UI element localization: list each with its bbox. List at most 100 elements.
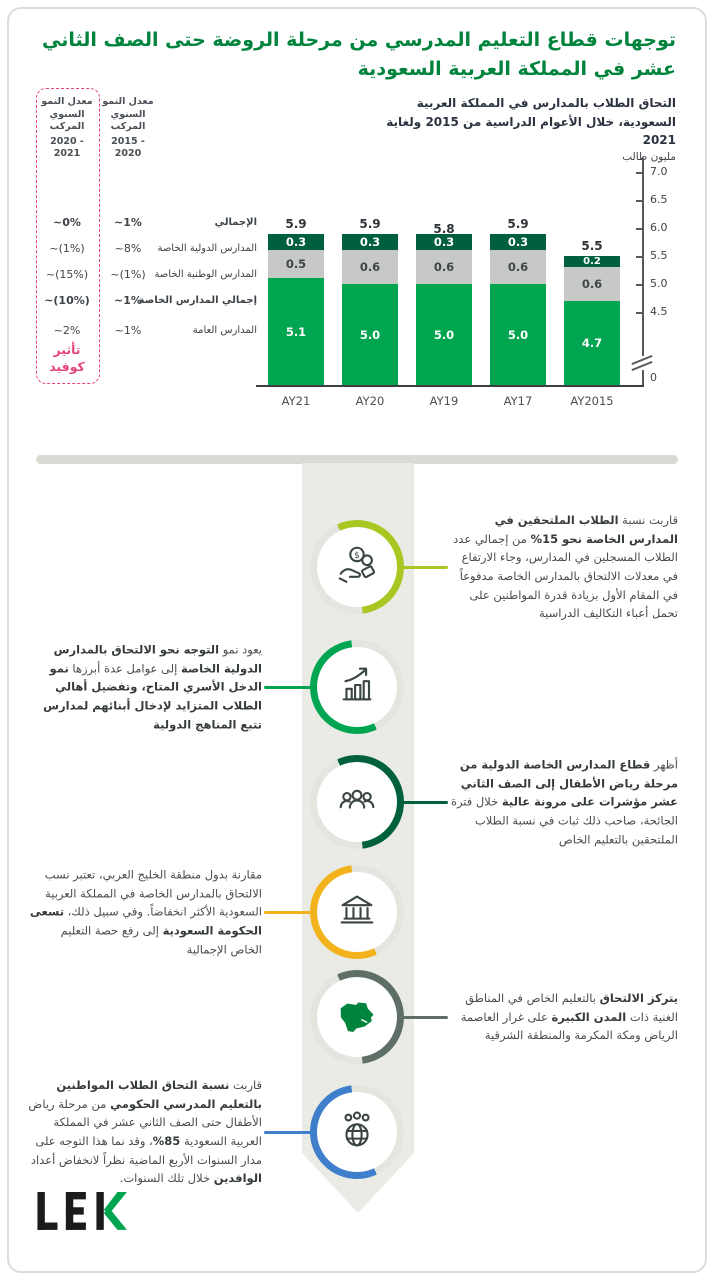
timeline-circle-inner — [317, 872, 397, 952]
bar-segment: 0.5 — [268, 250, 324, 279]
segment-value-label: 0.6 — [581, 276, 603, 291]
bar-total-label: 5.5 — [581, 239, 603, 253]
insight-text-segment: يتركز الالتحاق — [599, 991, 678, 1006]
timeline-circle-inner — [317, 1092, 397, 1172]
bar-segment: 0.6 — [490, 250, 546, 284]
cagr-value-2020-2021: ~0% — [53, 216, 81, 229]
x-axis-category-label: AY21 — [281, 394, 311, 408]
insight-text-segment: يعود نمو — [219, 642, 262, 657]
insight-text-segment: إلى عوامل عدة أبرزها — [68, 661, 181, 676]
cagr-header-period: 2015 - 2020 — [111, 135, 145, 160]
insight-text-segment: بالتعليم الخاص في المناطق الغنية ذات — [465, 991, 678, 1024]
bar-total-label: 5.9 — [359, 216, 381, 231]
bar-segment: 0.3 — [342, 233, 398, 251]
bar-segment: 5.0 — [416, 284, 472, 385]
x-axis-category-label: AY2015 — [570, 394, 614, 408]
timeline-connector — [402, 566, 448, 569]
cagr-value-2020-2021: ~(1%) — [49, 242, 85, 255]
timeline-circle-inner: $ — [317, 527, 397, 607]
segment-value-label: 0.3 — [359, 234, 381, 249]
insight-text-segment: إلى رفع حصة التعليم الخاص الإجمالية — [60, 923, 262, 956]
y-axis-tick-label: 5.5 — [650, 249, 668, 262]
coins-hand-icon: $ — [334, 542, 380, 592]
bar-segment: 0.6 — [564, 267, 620, 301]
y-axis-tick-label: 7.0 — [650, 165, 668, 178]
insight-text-segment: خلال فترة الجائحة، صاحب ذلك ثبات في نسبة… — [450, 794, 678, 846]
y-axis-tick-label: 5.0 — [650, 277, 668, 290]
timeline-circle — [310, 755, 404, 849]
y-axis-tick-label: 4.5 — [650, 305, 668, 318]
segment-value-label: 5.0 — [359, 327, 381, 342]
insight-text-segment: المدن الكبيرة — [551, 1009, 627, 1024]
y-axis-tick-label: 6.0 — [650, 221, 668, 234]
section-divider-bar — [36, 455, 678, 464]
bar-total-label: 5.9 — [285, 216, 307, 231]
segment-value-label: 0.3 — [433, 234, 455, 249]
page-title: توجهات قطاع التعليم المدرسي من مرحلة الر… — [42, 29, 676, 80]
insight-text-segment: ، وقد نما هذا التوجه على مدار السنوات ال… — [30, 1134, 262, 1167]
insight-text-segment: من إجمالي عدد الطلاب المسجلين في المدارس… — [453, 531, 678, 621]
timeline-circle: $ — [310, 520, 404, 614]
bar-total-label: 5.8 — [433, 222, 455, 237]
globe-community-icon — [334, 1107, 380, 1157]
insight-text-segment: الطلاب الملتحقين في المدارس الخاصة نحو 1… — [494, 513, 678, 546]
timeline-insight-text: يعود نمو التوجه نحو الالتحاق بالمدارس ال… — [26, 640, 262, 733]
insight-text-segment: قاربت نسبة — [618, 513, 678, 528]
insight-text-segment: نسبة التحاق الطلاب المواطنين بالتعليم ال… — [56, 1078, 262, 1111]
cagr-column-header-2015-2020: معدل النمو السنوي المركب 2015 - 2020 — [101, 96, 155, 161]
y-axis-tick-label: 6.5 — [650, 193, 668, 206]
timeline-connector — [264, 1131, 312, 1134]
cagr-header-title: معدل النمو السنوي المركب — [41, 96, 93, 133]
segment-value-label: 0.2 — [583, 256, 601, 268]
timeline-circle — [310, 865, 404, 959]
timeline-insight-text: قاربت نسبة التحاق الطلاب المواطنين بالتع… — [26, 1076, 262, 1188]
timeline-circle — [310, 970, 404, 1064]
y-axis-tick — [636, 200, 642, 202]
cagr-value-2020-2021: ~(15%) — [45, 268, 89, 281]
insight-text-segment: قاربت — [229, 1078, 262, 1093]
y-axis — [642, 158, 644, 386]
timeline-insight-text: يتركز الالتحاق بالتعليم الخاص في المناطق… — [450, 989, 678, 1045]
x-axis-category-label: AY20 — [355, 394, 385, 408]
cagr-row-label: المدارس الوطنية الخاصة — [154, 269, 257, 280]
bar-segment: 5.1 — [268, 278, 324, 385]
y-axis-tick — [636, 172, 642, 174]
cagr-row-label: إجمالي المدارس الخاصة — [138, 295, 257, 306]
insight-text-segment: أظهر — [650, 757, 678, 772]
school-building-icon — [334, 887, 380, 937]
segment-value-label: 4.7 — [581, 335, 603, 350]
cagr-header-title: معدل النمو السنوي المركب — [102, 96, 154, 133]
insight-text-segment: قطاع المدارس الخاصة الدولية من مرحلة ريا… — [459, 757, 678, 809]
y-axis-tick — [636, 312, 642, 314]
insight-text-segment: تسعى الحكومة السعودية — [29, 904, 262, 938]
x-axis — [256, 385, 644, 387]
insight-text-segment: خلال تلك السنوات. — [119, 1171, 214, 1186]
segment-value-label: 0.6 — [507, 260, 529, 275]
insight-text-segment: نمو الدخل الأسري المتاح، وتفضيل أهالي ال… — [43, 661, 262, 731]
timeline-connector — [264, 911, 312, 914]
bar-segment: 0.3 — [416, 233, 472, 251]
lek-logo — [36, 1192, 140, 1236]
timeline-circle — [310, 640, 404, 734]
cagr-row-label: المدارس الدولية الخاصة — [157, 243, 257, 254]
bar-segment: 0.6 — [342, 250, 398, 284]
y-axis-tick — [636, 256, 642, 258]
insight-text-segment: التوجه نحو الالتحاق بالمدارس الدولية الخ… — [53, 642, 262, 676]
timeline-circle-inner — [317, 977, 397, 1057]
insight-text-segment: على غرار العاصمة الرياض ومكة المكرمة وال… — [460, 1009, 678, 1043]
insight-text-segment: من مرحلة رياض الأطفال حتى الصف الثاني عش… — [28, 1096, 262, 1148]
y-axis-tick — [636, 228, 642, 230]
y-axis-zero-label: 0 — [650, 371, 657, 384]
bar-segment: 0.6 — [416, 250, 472, 284]
segment-value-label: 0.6 — [433, 260, 455, 275]
insight-text-segment: الوافدين — [213, 1171, 262, 1186]
segment-value-label: 0.6 — [359, 260, 381, 275]
bar-segment: 5.0 — [490, 284, 546, 385]
cagr-row-label: المدارس العامة — [192, 325, 257, 336]
timeline-circle-inner — [317, 647, 397, 727]
timeline-circle — [310, 1085, 404, 1179]
chart-title: التحاق الطلاب بالمدارس في المملكة العربي… — [386, 96, 676, 148]
svg-text:$: $ — [354, 551, 359, 561]
